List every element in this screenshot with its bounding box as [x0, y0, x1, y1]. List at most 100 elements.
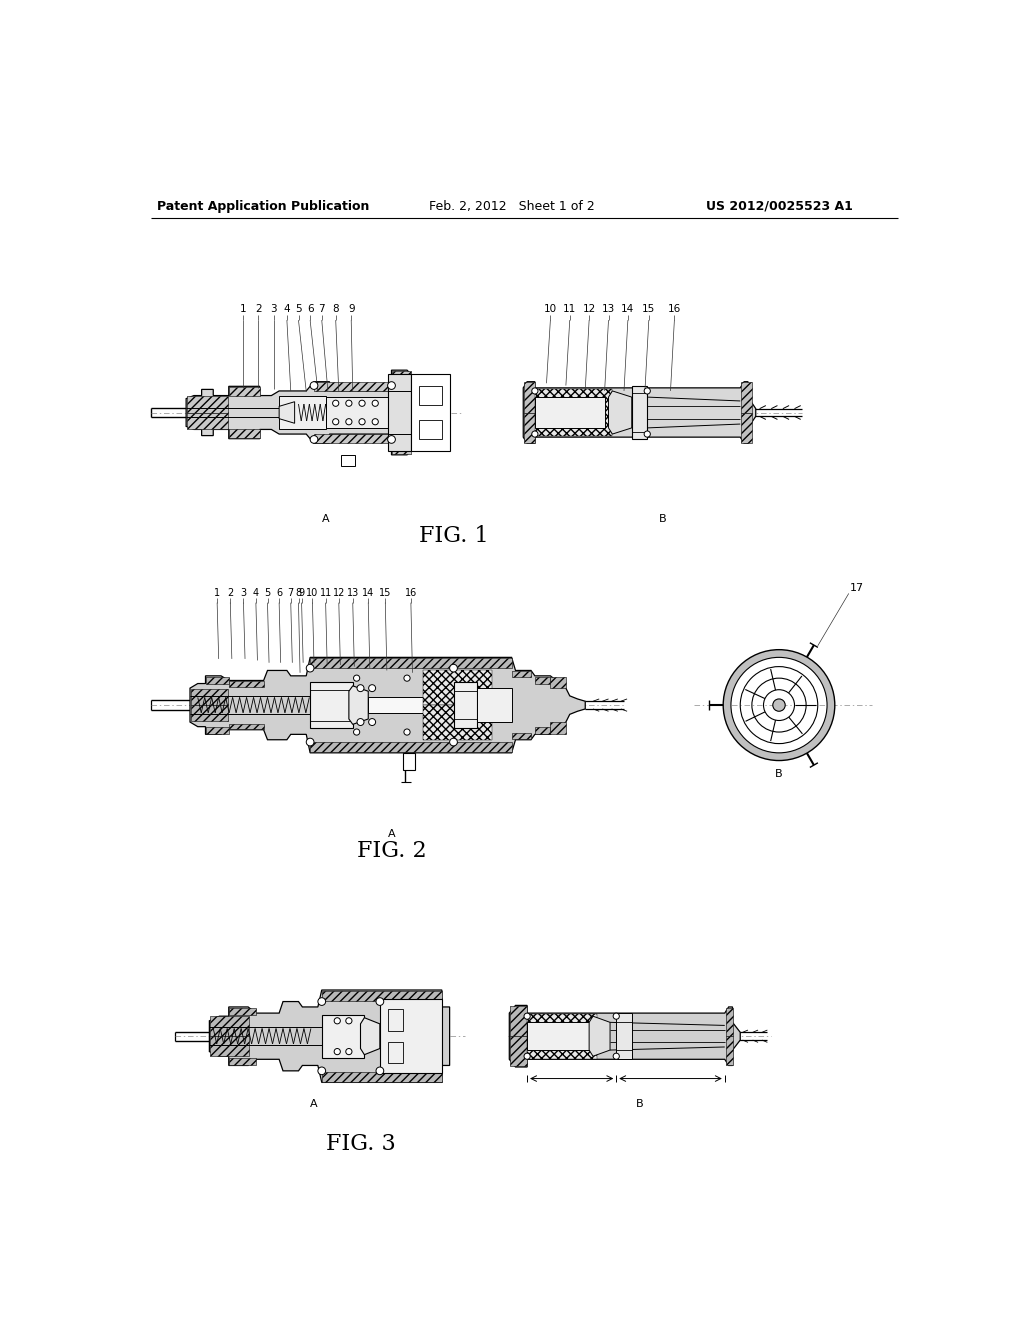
- Bar: [423, 705, 493, 739]
- Bar: [550, 677, 566, 688]
- Bar: [423, 671, 493, 705]
- Bar: [726, 1007, 732, 1036]
- Polygon shape: [723, 649, 835, 760]
- Circle shape: [317, 1067, 326, 1074]
- Bar: [228, 681, 263, 686]
- Circle shape: [333, 400, 339, 407]
- Text: 5: 5: [295, 304, 302, 314]
- Bar: [726, 1036, 732, 1065]
- Bar: [535, 388, 612, 437]
- Text: 12: 12: [333, 589, 345, 598]
- Polygon shape: [186, 370, 411, 455]
- Bar: [391, 371, 411, 391]
- Bar: [310, 682, 352, 729]
- Text: A: A: [310, 1100, 317, 1109]
- Circle shape: [613, 1053, 620, 1059]
- Text: 9: 9: [348, 304, 354, 314]
- Polygon shape: [509, 1006, 740, 1067]
- Text: 14: 14: [622, 304, 635, 314]
- Circle shape: [317, 998, 326, 1006]
- Bar: [369, 697, 454, 713]
- Bar: [187, 413, 228, 429]
- Bar: [380, 999, 442, 1073]
- Bar: [206, 727, 228, 734]
- Bar: [411, 374, 450, 451]
- Text: A: A: [388, 829, 395, 840]
- Bar: [388, 374, 411, 451]
- Bar: [510, 1036, 527, 1067]
- Bar: [228, 723, 263, 729]
- Text: 2: 2: [227, 589, 233, 598]
- Bar: [310, 659, 512, 668]
- Circle shape: [310, 436, 317, 444]
- Bar: [190, 705, 228, 721]
- Polygon shape: [589, 1016, 610, 1056]
- Text: B: B: [775, 770, 782, 779]
- Circle shape: [388, 381, 395, 389]
- Circle shape: [310, 381, 317, 389]
- Text: 11: 11: [319, 589, 332, 598]
- Text: 10: 10: [306, 589, 318, 598]
- Circle shape: [357, 718, 364, 726]
- Text: B: B: [636, 1100, 643, 1109]
- Bar: [535, 397, 604, 428]
- Circle shape: [346, 400, 352, 407]
- Text: A: A: [322, 513, 330, 524]
- Text: US 2012/0025523 A1: US 2012/0025523 A1: [706, 199, 852, 213]
- Circle shape: [334, 1048, 340, 1055]
- Bar: [228, 1057, 256, 1065]
- Circle shape: [346, 418, 352, 425]
- Circle shape: [388, 436, 395, 444]
- Circle shape: [372, 418, 378, 425]
- Circle shape: [524, 1053, 530, 1059]
- Text: 8: 8: [333, 304, 339, 314]
- Circle shape: [376, 998, 384, 1006]
- Text: FIG. 3: FIG. 3: [326, 1133, 395, 1155]
- Text: 15: 15: [642, 304, 655, 314]
- Bar: [190, 689, 228, 705]
- Text: 5: 5: [264, 589, 270, 598]
- Bar: [419, 385, 442, 405]
- Bar: [616, 1014, 632, 1059]
- Circle shape: [376, 1067, 384, 1074]
- Circle shape: [369, 718, 376, 726]
- Circle shape: [369, 685, 376, 692]
- Circle shape: [359, 400, 366, 407]
- Circle shape: [524, 1014, 530, 1019]
- Bar: [206, 677, 228, 684]
- Text: 3: 3: [241, 589, 247, 598]
- Bar: [510, 1006, 527, 1036]
- Circle shape: [773, 700, 785, 711]
- Bar: [535, 677, 550, 684]
- Bar: [280, 396, 326, 429]
- Text: B: B: [658, 513, 667, 524]
- Bar: [477, 688, 512, 722]
- Bar: [314, 383, 391, 391]
- Text: 14: 14: [362, 589, 375, 598]
- Bar: [341, 455, 355, 466]
- Polygon shape: [190, 657, 586, 752]
- Bar: [741, 383, 752, 412]
- Bar: [228, 1007, 256, 1015]
- Polygon shape: [349, 686, 369, 725]
- Text: 8: 8: [296, 589, 301, 598]
- Polygon shape: [360, 1018, 380, 1055]
- Bar: [326, 397, 388, 428]
- Text: 13: 13: [602, 304, 615, 314]
- Circle shape: [531, 388, 538, 395]
- Bar: [228, 387, 260, 396]
- Text: 16: 16: [668, 304, 681, 314]
- Text: 2: 2: [255, 304, 261, 314]
- Bar: [210, 1036, 249, 1056]
- Circle shape: [353, 729, 359, 735]
- Text: 9: 9: [299, 589, 305, 598]
- Bar: [550, 722, 566, 734]
- Polygon shape: [523, 381, 756, 444]
- Bar: [388, 1041, 403, 1063]
- Bar: [524, 383, 535, 412]
- Bar: [228, 429, 260, 438]
- Text: FIG. 1: FIG. 1: [419, 525, 488, 546]
- Circle shape: [306, 738, 314, 746]
- Bar: [454, 682, 477, 729]
- Bar: [512, 672, 531, 677]
